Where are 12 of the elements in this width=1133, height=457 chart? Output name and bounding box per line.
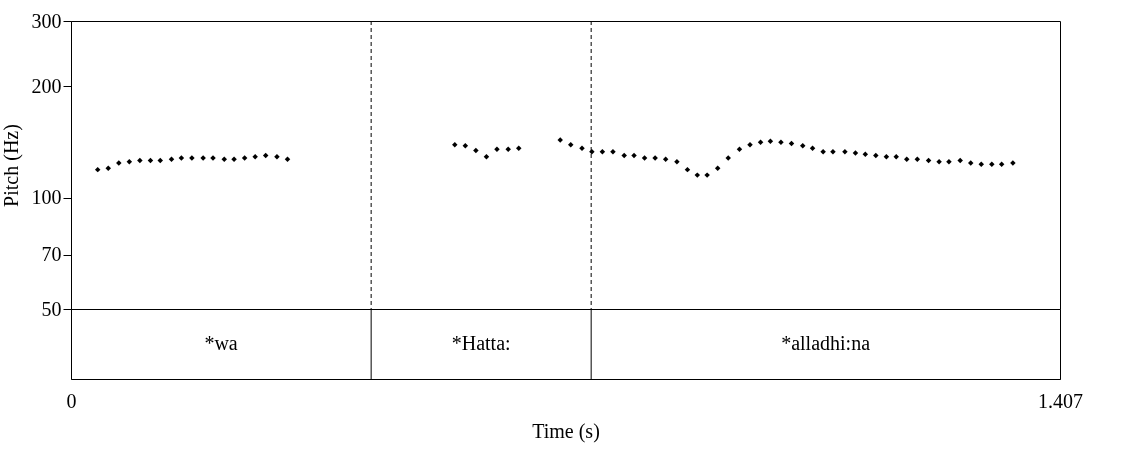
y-tick-label: 200	[31, 74, 62, 97]
y-tick-label: 100	[31, 186, 62, 209]
x-tick-label: 1.407	[1038, 389, 1083, 412]
text: *wa	[204, 332, 238, 354]
x-axis-title: Time (s)	[532, 419, 600, 443]
y-tick-label: 50	[41, 297, 62, 320]
y-tick-label: 300	[31, 9, 62, 32]
x-tick-label: 0	[66, 389, 77, 412]
y-axis-title: Pitch (Hz)	[0, 124, 23, 207]
text: *Hatta:	[451, 332, 511, 354]
text: *alladhi:na	[781, 332, 871, 354]
y-tick-label: 70	[41, 243, 62, 266]
